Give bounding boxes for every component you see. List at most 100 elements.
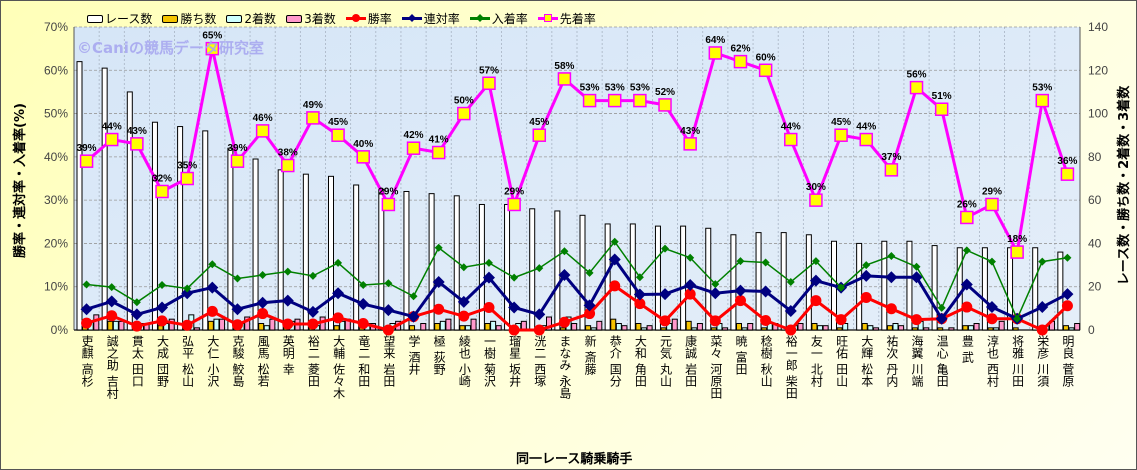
marker-先着率 [155,184,169,199]
bar-3着数 [998,320,1005,331]
bar-3着数 [872,327,879,331]
bar-レース数 [302,173,309,331]
jockey-family-name: 団野 [155,363,170,387]
bar-3着数 [747,323,754,331]
data-label-先着率: 53% [580,83,600,94]
data-label-先着率: 62% [730,44,750,55]
bar-勝ち数 [459,325,466,331]
legend-item: 2着数 [226,10,276,27]
jockey-given-name: 克駿 [230,335,245,359]
marker-連対率 [357,298,370,311]
jockey-given-name: 吏麒 [80,335,95,359]
marker-入着率 [811,257,820,266]
bar-2着数 [1068,327,1075,331]
jockey-given-name: 一樹 [482,335,497,359]
x-tick-label: 祐次 丹内 [879,335,903,387]
x-tick-label: 洸二 西塚 [527,335,551,387]
legend-label: レース数 [105,12,153,26]
y-tick-right: 100 [1088,107,1108,121]
data-label-先着率: 38% [278,148,298,159]
y-axis-left-title: 勝率・連対率・入着率(%) [12,103,28,258]
x-tick-label: 元気 丸山 [653,335,677,387]
legend-label: 勝率 [367,12,392,26]
bar-3着数 [445,318,452,331]
line-先着率 [85,48,1069,257]
legend-line-marker [537,14,558,22]
bar-レース数 [227,147,234,331]
marker-連対率 [709,287,722,300]
bar-勝ち数 [1062,325,1069,331]
marker-勝率 [734,295,746,307]
x-tick-label: 英明幸 [276,335,300,375]
marker-入着率 [132,298,141,307]
data-label-先着率: 45% [328,117,348,128]
jockey-family-name: 松若 [256,363,271,387]
marker-入着率 [384,279,393,288]
y-tick-right: 40 [1088,236,1102,250]
jockey-family-name: 和田 [356,363,371,387]
marker-勝率 [558,316,570,328]
marker-先着率 [985,197,999,212]
x-tick-label: 裕二 菱田 [301,335,325,387]
data-label-先着率: 44% [102,122,122,133]
y-tick-left: 50% [44,107,68,121]
marker-入着率 [686,253,695,262]
bar-勝ち数 [610,318,617,331]
jockey-given-name: 貫太 [130,335,145,359]
bar-勝ち数 [409,325,416,331]
line-勝率 [86,283,1069,332]
jockey-family-name: 坂井 [507,363,522,387]
marker-入着率 [510,273,519,282]
y-tick-left: 20% [44,236,68,250]
bar-2着数 [842,323,849,331]
jockey-family-name: 柴田 [784,375,799,399]
jockey-given-name: 大成 [155,335,170,359]
marker-連対率 [1061,288,1074,301]
data-label-先着率: 29% [378,186,398,197]
marker-勝率 [106,310,118,322]
marker-先着率 [658,98,672,112]
jockey-family-name: 松山 [180,363,195,387]
jockey-given-name: 将雅 [1010,335,1025,359]
bar-勝ち数 [962,325,969,331]
marker-連対率 [105,295,118,308]
jockey-family-name: 菅原 [1060,363,1075,387]
jockey-given-name: 洸二 [532,335,547,359]
marker-連対率 [684,278,697,291]
bar-レース数 [403,190,410,331]
jockey-family-name: 国分 [608,363,623,387]
marker-連対率 [457,295,470,308]
x-tick-label: 新斎藤 [578,335,602,375]
marker-入着率 [359,280,368,289]
bar-レース数 [1032,247,1039,331]
marker-入着率 [82,280,91,289]
data-label-先着率: 52% [655,87,675,98]
data-label-先着率: 32% [152,173,172,184]
jockey-family-name: 亀田 [935,363,950,387]
marker-先着率 [532,128,547,142]
marker-入着率 [1013,314,1022,323]
bar-3着数 [168,318,175,331]
bar-勝ち数 [1012,327,1019,331]
jockey-family-name: 吉村 [105,375,120,399]
marker-入着率 [761,258,770,267]
bar-3着数 [797,323,804,331]
line-入着率 [86,240,1068,321]
data-label-先着率: 37% [881,152,901,163]
marker-勝率 [483,301,495,313]
marker-連対率 [885,271,898,284]
marker-連対率 [508,301,521,314]
jockey-given-name: 裕一郎 [784,335,799,371]
marker-連対率 [306,305,319,318]
legend-label: 2着数 [244,12,277,26]
line-連対率 [86,256,1069,322]
x-tick-label: 極荻野 [427,335,451,375]
jockey-family-name: 高杉 [80,363,95,387]
marker-勝率 [533,324,545,336]
y-tick-left: 10% [44,280,68,294]
bar-レース数 [252,158,259,331]
bar-レース数 [1007,247,1014,331]
jockey-given-name: 明良 [1060,335,1075,359]
x-tick-label: 誠之助 吉村 [100,335,124,399]
jockey-given-name: 裕二 [306,335,321,359]
